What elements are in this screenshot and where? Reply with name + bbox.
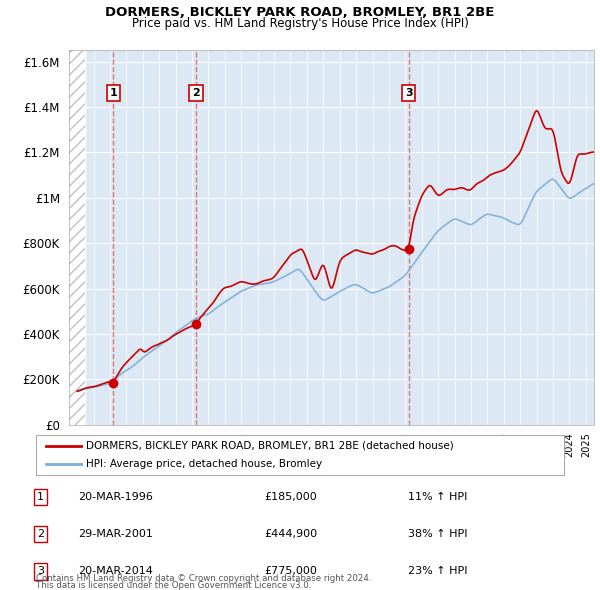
- Text: DORMERS, BICKLEY PARK ROAD, BROMLEY, BR1 2BE (detached house): DORMERS, BICKLEY PARK ROAD, BROMLEY, BR1…: [86, 441, 454, 451]
- Bar: [69, 50, 85, 425]
- Text: DORMERS, BICKLEY PARK ROAD, BROMLEY, BR1 2BE: DORMERS, BICKLEY PARK ROAD, BROMLEY, BR1…: [106, 6, 494, 19]
- Text: 20-MAR-1996: 20-MAR-1996: [78, 492, 153, 502]
- Text: 11% ↑ HPI: 11% ↑ HPI: [408, 492, 467, 502]
- Text: 1: 1: [110, 88, 118, 98]
- Text: Price paid vs. HM Land Registry's House Price Index (HPI): Price paid vs. HM Land Registry's House …: [131, 17, 469, 30]
- Text: 1: 1: [37, 492, 44, 502]
- Text: 2: 2: [37, 529, 44, 539]
- Text: 38% ↑ HPI: 38% ↑ HPI: [408, 529, 467, 539]
- Text: HPI: Average price, detached house, Bromley: HPI: Average price, detached house, Brom…: [86, 459, 322, 469]
- Text: This data is licensed under the Open Government Licence v3.0.: This data is licensed under the Open Gov…: [36, 581, 311, 590]
- FancyBboxPatch shape: [36, 435, 564, 475]
- Text: £185,000: £185,000: [264, 492, 317, 502]
- Text: £775,000: £775,000: [264, 566, 317, 576]
- Bar: [69, 50, 85, 425]
- Text: 3: 3: [405, 88, 413, 98]
- Text: £444,900: £444,900: [264, 529, 317, 539]
- Text: 20-MAR-2014: 20-MAR-2014: [78, 566, 153, 576]
- Text: 23% ↑ HPI: 23% ↑ HPI: [408, 566, 467, 576]
- Text: Contains HM Land Registry data © Crown copyright and database right 2024.: Contains HM Land Registry data © Crown c…: [36, 574, 371, 583]
- Text: 29-MAR-2001: 29-MAR-2001: [78, 529, 153, 539]
- Text: 2: 2: [192, 88, 200, 98]
- Text: 3: 3: [37, 566, 44, 576]
